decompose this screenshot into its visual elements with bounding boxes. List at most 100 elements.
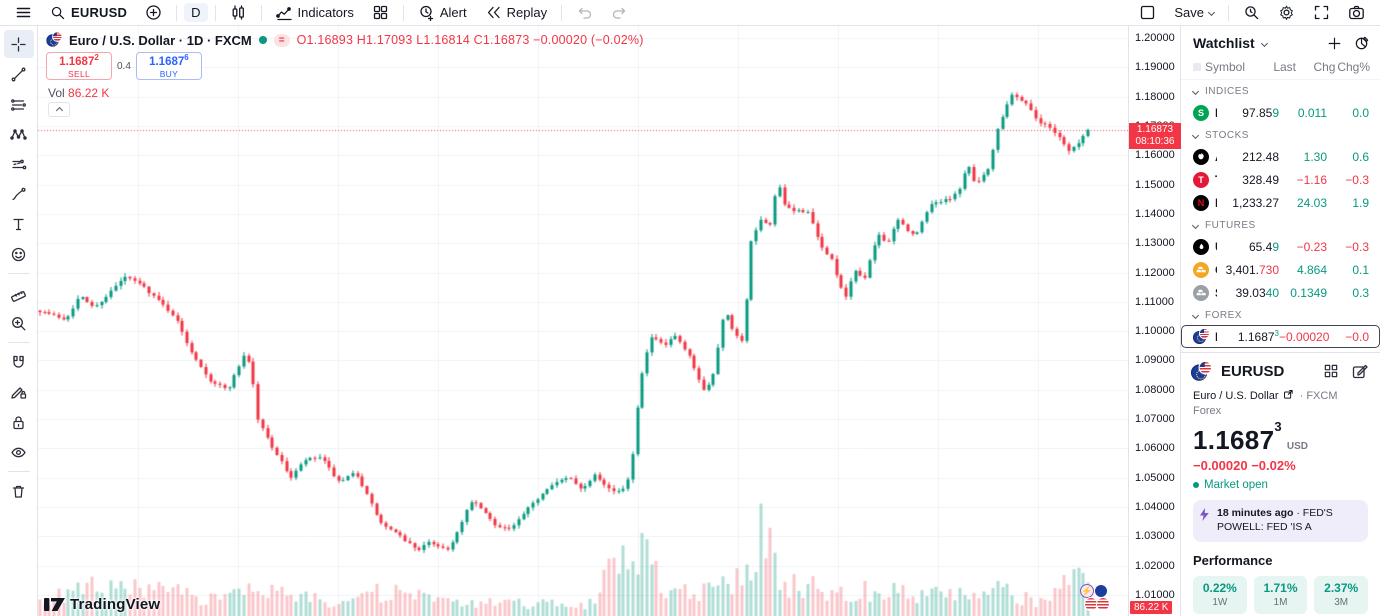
undo-button[interactable] bbox=[569, 2, 600, 23]
last-price: 97.859 bbox=[1242, 105, 1279, 120]
tool-remove-all-button[interactable] bbox=[4, 477, 34, 505]
save-button[interactable]: Save bbox=[1167, 3, 1221, 22]
layout-select-button[interactable] bbox=[1132, 2, 1163, 23]
fullscreen-button[interactable] bbox=[1306, 2, 1337, 23]
market-status-pill-icon[interactable]: = bbox=[273, 33, 290, 47]
watchlist-section-futures[interactable]: FUTURES bbox=[1181, 214, 1380, 235]
watchlist-portfolio-button[interactable] bbox=[1354, 35, 1370, 51]
price-axis-label: 1.10000 bbox=[1135, 325, 1175, 338]
brush-icon bbox=[10, 186, 27, 203]
buy-button[interactable]: 1.16876 BUY bbox=[135, 52, 202, 80]
price-axis-label: 1.08000 bbox=[1135, 383, 1175, 396]
buy-price-sup: 6 bbox=[184, 52, 189, 62]
watchlist-title: Watchlist bbox=[1193, 35, 1255, 51]
watchlist-row-nflx[interactable]: N NFLX 1,233.27 24.03 1.9 bbox=[1181, 191, 1380, 214]
indicator-templates-button[interactable] bbox=[365, 2, 396, 23]
legend-ohlc-values: O1.16893 H1.17093 L1.16814 C1.16873 −0.0… bbox=[296, 33, 644, 47]
watchlist-row-eurusd[interactable]: EURUSD 1.16873−0.00020 −0.0 bbox=[1181, 325, 1380, 348]
redo-button[interactable] bbox=[604, 2, 635, 23]
tool-magnet-button[interactable] bbox=[4, 348, 34, 376]
watchlist-row-dxy[interactable]: S DXY 97.859 0.011 0.0 bbox=[1181, 101, 1380, 124]
last-price: 328.49 bbox=[1242, 172, 1279, 187]
watchlist-title-button[interactable]: Watchlist bbox=[1193, 35, 1268, 51]
performance-tile-1w[interactable]: 0.22% 1W bbox=[1193, 576, 1247, 614]
price-axis-label: 1.11000 bbox=[1135, 295, 1174, 308]
tool-ruler-button[interactable] bbox=[4, 279, 34, 307]
change-value: 1.30 bbox=[1303, 149, 1327, 164]
tool-brush-button[interactable] bbox=[4, 180, 34, 208]
snapshot-button[interactable] bbox=[1341, 2, 1372, 23]
xabcd-pattern-icon bbox=[10, 126, 27, 143]
candles-icon bbox=[230, 4, 247, 21]
performance-tile-3m[interactable]: 2.37% 3M bbox=[1314, 576, 1369, 614]
chart-settings-button[interactable] bbox=[1271, 2, 1302, 23]
watchlist-row-tsla[interactable]: T TSLA 328.49 −1.16 −0.3 bbox=[1181, 168, 1380, 191]
symbol-detail-widget: EURUSD Euro / U.S. Dollar · FXCM Forex 1… bbox=[1181, 353, 1380, 616]
chart-style-button[interactable] bbox=[223, 2, 254, 23]
column-last[interactable]: Last bbox=[1273, 60, 1296, 74]
change-percent: 0.3 bbox=[1352, 285, 1369, 300]
tool-parallel-channel-button[interactable] bbox=[4, 90, 34, 118]
column-chg-percent[interactable]: Chg% bbox=[1337, 60, 1370, 74]
indicators-icon bbox=[275, 4, 293, 21]
tool-trend-line-button[interactable] bbox=[4, 60, 34, 88]
news-flash-event-icon[interactable]: ⚡ bbox=[1080, 584, 1094, 598]
sell-button[interactable]: 1.16872 SELL bbox=[46, 52, 112, 80]
remove-all-icon bbox=[10, 483, 27, 500]
performance-tile-1m[interactable]: 1.71% 1M bbox=[1253, 576, 1308, 614]
interval-button[interactable]: D bbox=[184, 3, 208, 22]
tool-text-button[interactable] bbox=[4, 210, 34, 238]
watchlist-row-aapl[interactable]: AAPL 212.48 1.30 0.6 bbox=[1181, 145, 1380, 168]
price-chart-canvas[interactable] bbox=[38, 26, 1128, 616]
change-value: −0.00020 bbox=[1279, 329, 1330, 344]
indicators-label: Indicators bbox=[297, 5, 354, 20]
detail-layout-grid-button[interactable] bbox=[1323, 363, 1339, 380]
column-chg[interactable]: Chg bbox=[1313, 60, 1336, 74]
watchlist-row-usoil[interactable]: USOIL 65.49 −0.23 −0.3 bbox=[1181, 235, 1380, 258]
external-link-icon[interactable] bbox=[1283, 389, 1296, 402]
us-event-icon[interactable] bbox=[1096, 597, 1110, 611]
alert-button[interactable]: Alert bbox=[411, 2, 474, 23]
panel-square-icon bbox=[1139, 4, 1156, 21]
detail-price: 1.1687 bbox=[1193, 425, 1275, 455]
tool-hide-all-button[interactable] bbox=[4, 438, 34, 466]
symbol-search-button[interactable]: EURUSD bbox=[43, 3, 134, 23]
chevron-down-icon bbox=[1191, 87, 1200, 96]
main-menu-button[interactable] bbox=[8, 2, 39, 23]
watchlist-filter-icon[interactable] bbox=[1193, 63, 1201, 71]
column-symbol[interactable]: Symbol bbox=[1205, 60, 1246, 74]
last-price: 1,233.27 bbox=[1232, 195, 1279, 210]
detail-compose-button[interactable] bbox=[1351, 363, 1368, 380]
replay-button[interactable]: Replay bbox=[478, 2, 554, 23]
eu-event-icon[interactable] bbox=[1094, 584, 1108, 598]
tool-forecast-button[interactable] bbox=[4, 150, 34, 178]
trade-buttons: 1.16872 SELL 0.4 1.16876 BUY bbox=[46, 52, 202, 80]
tool-xabcd-pattern-button[interactable] bbox=[4, 120, 34, 148]
watchlist-row-gold[interactable]: GOLD 3,401.730 4.864 0.1 bbox=[1181, 258, 1380, 281]
detail-symbol-name[interactable]: EURUSD bbox=[1221, 363, 1285, 380]
pane-collapse-button[interactable] bbox=[48, 102, 70, 117]
change-value: 0.1349 bbox=[1290, 285, 1327, 300]
usoil-logo-icon bbox=[1193, 238, 1209, 255]
tool-zoom-in-button[interactable] bbox=[4, 309, 34, 337]
tool-lock-all-button[interactable] bbox=[4, 408, 34, 436]
tool-drawing-sync-button[interactable] bbox=[4, 378, 34, 406]
price-axis-label: 1.06000 bbox=[1135, 442, 1175, 455]
sell-price: 1.1687 bbox=[59, 55, 95, 68]
tool-crosshair-button[interactable] bbox=[3, 30, 34, 58]
buy-label: BUY bbox=[159, 68, 179, 79]
tool-emoji-button[interactable] bbox=[4, 240, 34, 268]
watchlist-section-forex[interactable]: FOREX bbox=[1181, 304, 1380, 325]
watchlist-row-silver[interactable]: SILVER 39.0340 0.1349 0.3 bbox=[1181, 281, 1380, 304]
legend-symbol-title[interactable]: Euro / U.S. Dollar · 1D · FXCM bbox=[69, 32, 252, 48]
news-item[interactable]: 18 minutes ago · FED'S POWELL: FED 'IS A… bbox=[1193, 500, 1368, 542]
compare-add-symbol-button[interactable] bbox=[138, 2, 169, 23]
indicators-button[interactable]: Indicators bbox=[269, 2, 361, 23]
watchlist-add-symbol-button[interactable] bbox=[1327, 36, 1342, 51]
watchlist-section-indices[interactable]: INDICES bbox=[1181, 80, 1380, 101]
quick-search-button[interactable] bbox=[1236, 2, 1267, 23]
tradingview-logo[interactable]: TradingView bbox=[44, 596, 160, 613]
watchlist-section-stocks[interactable]: STOCKS bbox=[1181, 124, 1380, 145]
change-value: −0.23 bbox=[1296, 239, 1327, 254]
price-axis[interactable]: 1.16873 08:10:36 86.22 K 1.20000 1.19000 1… bbox=[1128, 26, 1181, 616]
